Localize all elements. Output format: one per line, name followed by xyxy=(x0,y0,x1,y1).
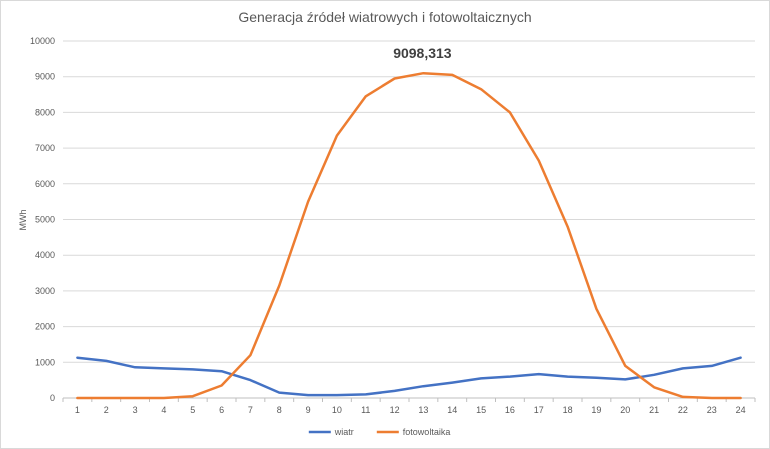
x-tick-label: 23 xyxy=(707,405,717,415)
y-tick-label: 0 xyxy=(50,393,55,403)
y-tick-label: 9000 xyxy=(35,72,55,82)
x-tick-label: 9 xyxy=(306,405,311,415)
legend-label-wiatr: wiatr xyxy=(334,427,354,437)
x-tick-label: 12 xyxy=(390,405,400,415)
x-tick-label: 21 xyxy=(649,405,659,415)
y-tick-label: 3000 xyxy=(35,286,55,296)
annotations: 9098,313 xyxy=(393,45,452,61)
x-tick-label: 20 xyxy=(620,405,630,415)
x-tick-label: 16 xyxy=(505,405,515,415)
x-tick-label: 4 xyxy=(161,405,166,415)
x-tick-label: 17 xyxy=(534,405,544,415)
legend-label-fotowoltaika: fotowoltaika xyxy=(403,427,451,437)
x-tick-label: 14 xyxy=(447,405,457,415)
x-tick-label: 11 xyxy=(361,405,370,415)
x-tick-label: 2 xyxy=(104,405,109,415)
y-tick-label: 10000 xyxy=(30,36,55,46)
x-tick-label: 6 xyxy=(219,405,224,415)
x-tick-label: 7 xyxy=(248,405,253,415)
x-tick-label: 13 xyxy=(418,405,428,415)
y-tick-label: 8000 xyxy=(35,107,55,117)
y-tick-label: 5000 xyxy=(35,215,55,225)
x-tick-label: 5 xyxy=(190,405,195,415)
x-tick-label: 15 xyxy=(476,405,486,415)
x-tick-label: 3 xyxy=(133,405,138,415)
x-tick-label: 24 xyxy=(736,405,746,415)
y-tick-label: 2000 xyxy=(35,322,55,332)
series-line-wiatr xyxy=(76,356,742,397)
gridlines xyxy=(63,40,755,363)
axes: 0 1000 2000 3000 4000 5000 6000 7000 8000 9000 100… xyxy=(30,36,756,415)
y-axis-label: MWh xyxy=(18,210,28,231)
x-tick-label: 10 xyxy=(332,405,342,415)
x-tick-label: 18 xyxy=(563,405,573,415)
y-tick-label: 7000 xyxy=(35,143,55,153)
y-tick-label: 1000 xyxy=(35,357,55,367)
legend: wiatr fotowoltaika xyxy=(308,427,451,437)
x-tick-label: 1 xyxy=(75,405,80,415)
series-line-fotowoltaika xyxy=(76,71,742,400)
y-tick-label: 4000 xyxy=(35,250,55,260)
series-lines xyxy=(76,71,742,400)
y-tick-label: 6000 xyxy=(35,179,55,189)
x-tick-label: 19 xyxy=(591,405,601,415)
chart-title: Generacja źródeł wiatrowych i fotowoltai… xyxy=(238,9,531,25)
peak-data-label: 9098,313 xyxy=(393,45,452,61)
x-tick-label: 8 xyxy=(277,405,282,415)
x-tick-label: 22 xyxy=(678,405,688,415)
